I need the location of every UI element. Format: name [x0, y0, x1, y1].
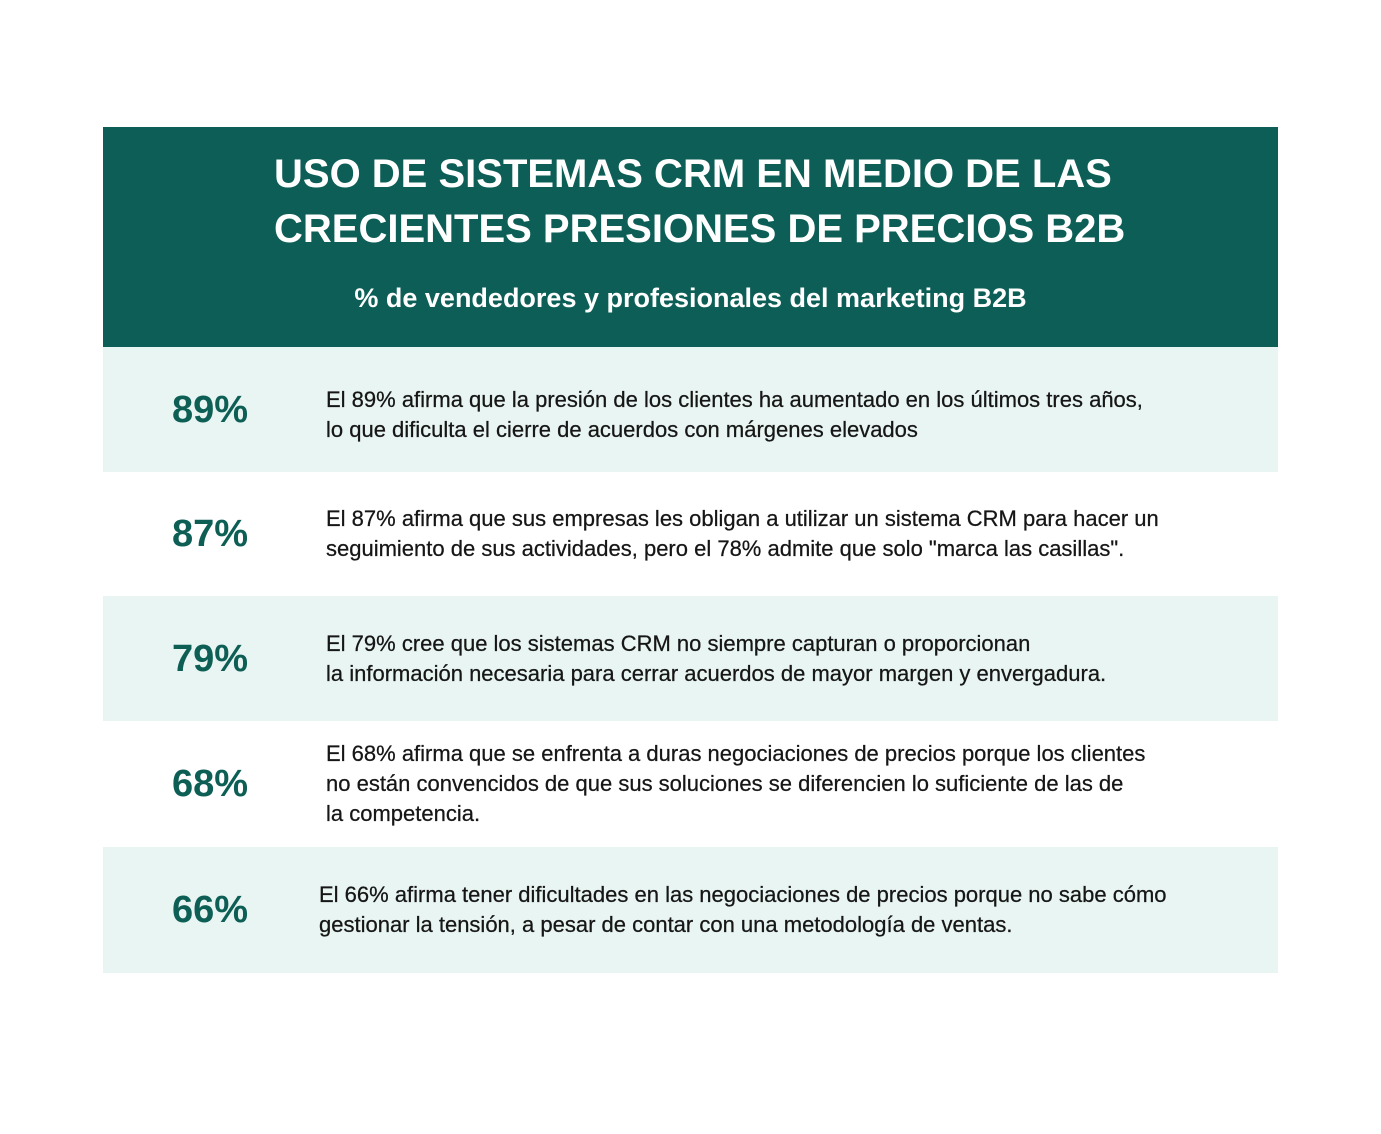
- stat-description-line: El 89% afirma que la presión de los clie…: [326, 386, 1143, 412]
- stat-row: 66% El 66% afirma tener dificultades en …: [103, 847, 1278, 973]
- infographic-card: USO DE SISTEMAS CRM EN MEDIO DE LAS CREC…: [103, 127, 1278, 973]
- stat-description-line: El 79% cree que los sistemas CRM no siem…: [326, 630, 1031, 656]
- title: USO DE SISTEMAS CRM EN MEDIO DE LAS CREC…: [103, 147, 1278, 257]
- stat-row: 89% El 89% afirma que la presión de los …: [103, 347, 1278, 472]
- title-line: USO DE SISTEMAS CRM EN MEDIO DE LAS: [274, 152, 1112, 196]
- stat-percent: 68%: [171, 763, 249, 805]
- stat-description-line: gestionar la tensión, a pesar de contar …: [319, 912, 1013, 937]
- stat-description-line: la información necesaria para cerrar acu…: [326, 660, 1107, 686]
- stat-description-line: El 66% afirma tener dificultades en las …: [319, 882, 1167, 907]
- stat-description: El 89% afirma que la presión de los clie…: [326, 375, 1143, 445]
- header: USO DE SISTEMAS CRM EN MEDIO DE LAS CREC…: [103, 127, 1278, 347]
- stat-description: El 66% afirma tener dificultades en las …: [319, 880, 1167, 940]
- stat-percent: 87%: [171, 513, 249, 555]
- stat-description-line: El 68% afirma que se enfrenta a duras ne…: [326, 741, 1146, 766]
- stat-percent: 89%: [171, 388, 249, 431]
- stat-description-line: lo que dificulta el cierre de acuerdos c…: [326, 416, 918, 442]
- stat-description: El 68% afirma que se enfrenta a duras ne…: [326, 739, 1146, 829]
- stat-row: 79% El 79% cree que los sistemas CRM no …: [103, 596, 1278, 721]
- stat-description: El 87% afirma que sus empresas les oblig…: [326, 504, 1159, 564]
- stat-description-line: la competencia.: [326, 801, 481, 826]
- stat-row: 87% El 87% afirma que sus empresas les o…: [103, 472, 1278, 596]
- stat-percent: 66%: [171, 889, 249, 931]
- stat-percent: 79%: [171, 637, 249, 680]
- title-line: CRECIENTES PRESIONES DE PRECIOS B2B: [274, 207, 1126, 251]
- stat-description-line: seguimiento de sus actividades, pero el …: [326, 536, 1125, 561]
- subtitle: % de vendedores y profesionales del mark…: [354, 283, 1027, 313]
- stat-description-line: no están convencidos de que sus solucion…: [326, 771, 1124, 796]
- stat-row: 68% El 68% afirma que se enfrenta a dura…: [103, 721, 1278, 847]
- stat-description-line: El 87% afirma que sus empresas les oblig…: [326, 506, 1159, 531]
- stat-description: El 79% cree que los sistemas CRM no siem…: [326, 629, 1106, 689]
